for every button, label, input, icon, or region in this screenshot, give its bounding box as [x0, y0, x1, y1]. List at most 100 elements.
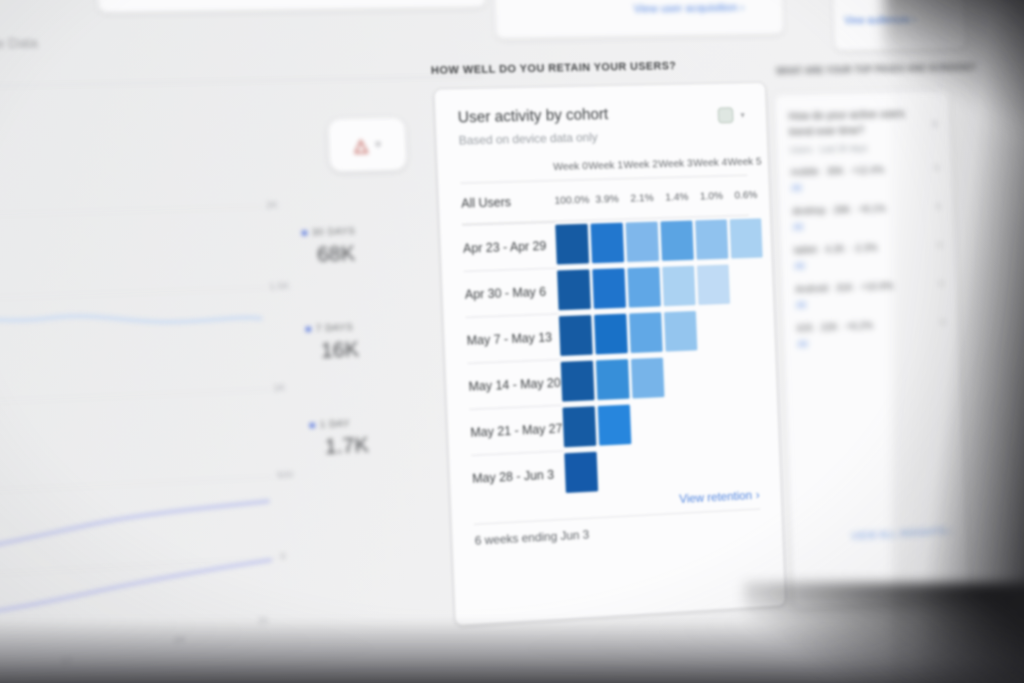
active-users-metric: 1 DAY 1.7K — [309, 415, 432, 461]
cohort-row-label: Apr 23 - Apr 29 — [462, 221, 557, 271]
cohort-cell — [629, 312, 662, 353]
card-share-menu[interactable]: ▾ — [718, 107, 745, 123]
cohort-cell — [627, 267, 660, 308]
cohort-cells — [562, 405, 630, 448]
cohort-cell — [626, 222, 659, 263]
active-users-metric: 30 DAYS 68K — [302, 224, 425, 268]
monitor-top-right-shadow — [884, 0, 1024, 150]
insight-label: tablet · 4.2K · -2.3% — [794, 243, 878, 257]
y-axis-tick: 0 — [280, 551, 286, 562]
link-arrow-icon: › — [755, 488, 759, 502]
active-users-panel: All Web Site Data Last 7 days △ ▾ 2K1.5K… — [0, 25, 447, 683]
week-header-cell: Week 3 — [658, 157, 693, 170]
cohort-cells — [564, 452, 597, 493]
cohort-cell — [730, 218, 763, 258]
chevron-down-icon: ▾ — [375, 139, 381, 150]
all-users-value: 100.0% — [554, 194, 590, 207]
cohort-row-label: May 21 - May 27 — [469, 404, 564, 455]
legend-dot-icon — [310, 423, 315, 428]
chevron-down-icon: ▾ — [740, 109, 745, 120]
cohort-section: HOW WELL DO YOU RETAIN YOUR USERS? User … — [419, 19, 797, 683]
monitor-bottom-right-shadow — [744, 583, 1024, 683]
metric-value: 16K — [320, 335, 428, 363]
y-axis-tick: 1K — [273, 383, 285, 395]
all-users-value: 2.1% — [624, 192, 659, 205]
cohort-card: User activity by cohort Based on device … — [434, 82, 786, 626]
cohort-row-label: May 28 - Jun 3 — [471, 450, 566, 501]
cohort-cell — [598, 405, 631, 446]
cohort-row-label: Apr 30 - May 6 — [464, 267, 559, 317]
cohort-cell — [664, 311, 697, 352]
metric-label-row: 1 DAY — [309, 415, 431, 432]
cohort-footer: 6 weeks ending Jun 3 — [474, 518, 761, 548]
metric-label-row: 30 DAYS — [302, 224, 424, 239]
cohort-table: Week 0 Week 1 Week 2 Week 3 Week 4 Week 5 All… — [460, 156, 761, 548]
cohort-cell — [561, 361, 594, 402]
all-users-value: 0.6% — [729, 189, 764, 202]
cohort-cell — [555, 224, 588, 265]
cohort-cell — [559, 315, 592, 356]
metric-label: 30 DAYS — [312, 226, 356, 238]
week-header-row: Week 0 Week 1 Week 2 Week 3 Week 4 Week 5 — [460, 156, 747, 176]
card-boundary-line — [0, 76, 481, 88]
insight-label: mobile · 35K · +12.4% — [791, 165, 885, 178]
cohort-row-label: May 14 - May 20 — [468, 358, 563, 409]
cohort-cell — [596, 359, 629, 400]
insight-icon — [718, 107, 734, 123]
cohort-cell — [660, 220, 693, 260]
insight-label: desktop · 28K · +8.1% — [792, 204, 886, 218]
y-axis-tick: 500 — [277, 470, 294, 482]
cohort-cells — [557, 265, 730, 311]
cohort-cells — [559, 311, 697, 356]
cohort-card-title: User activity by cohort — [458, 103, 745, 127]
metric-label: 1 DAY — [320, 418, 351, 430]
week-header-cell: Week 0 — [553, 160, 589, 173]
insight-label: iOS · 22K · +6.2% — [797, 321, 874, 335]
cohort-cell — [697, 265, 730, 305]
week-header-cell: Week 1 — [588, 159, 624, 172]
y-axis-tick: 2K — [266, 200, 278, 212]
insight-label: Android · 31K · +10.9% — [795, 281, 893, 295]
view-user-acquisition-link[interactable]: View user acquisition › — [633, 2, 744, 15]
all-users-label: All Users — [461, 194, 555, 211]
all-users-value: 3.9% — [589, 193, 625, 206]
property-label: All Web Site Data — [0, 35, 38, 52]
monitor-photo: View user acquisition › View audiences ›… — [0, 0, 1024, 683]
cohort-card-subtitle: Based on device data only — [458, 127, 745, 148]
cohort-cell — [562, 406, 595, 447]
cohort-cell — [590, 223, 623, 264]
cohort-heatmap: Apr 23 - Apr 29 Apr 30 - May 6 May 7 - May… — [462, 216, 759, 501]
top-left-card — [93, 0, 486, 13]
week-header-cell: Week 4 — [693, 156, 728, 169]
cohort-cell — [592, 268, 625, 309]
cohort-cell — [662, 266, 695, 307]
divider — [460, 175, 747, 184]
sparkline-lines — [0, 200, 283, 683]
link-arrow-icon: › — [740, 2, 744, 14]
analytics-screen: View user acquisition › View audiences ›… — [0, 0, 1024, 683]
y-axis-tick: 1.5K — [269, 281, 289, 293]
legend-dot-icon — [306, 327, 311, 332]
cohort-cell — [631, 358, 664, 399]
cohort-row-label: May 7 - May 13 — [466, 313, 561, 364]
cohort-cells — [561, 358, 664, 402]
cohort-cells — [555, 218, 762, 264]
metric-label: 7 DAYS — [316, 322, 354, 335]
metric-value: 68K — [317, 240, 425, 268]
alerts-button[interactable]: △ ▾ — [328, 118, 407, 172]
alert-triangle-icon: △ — [354, 136, 368, 153]
retention-section-header: HOW WELL DO YOU RETAIN YOUR USERS? — [431, 60, 677, 77]
cohort-cell — [564, 452, 597, 493]
cohort-cell — [695, 219, 728, 259]
legend-dot-icon — [302, 230, 307, 235]
active-users-metric: 7 DAYS 16K — [306, 319, 429, 364]
week-header-cell: Week 5 — [727, 156, 762, 169]
metric-label-row: 7 DAYS — [306, 319, 428, 335]
trend-chart: 2K1.5K1K5000 172431 — [0, 199, 324, 683]
cohort-cell — [594, 314, 627, 355]
all-users-row: All Users 100.0% 3.9% 2.1% 1.4% 1.0% 0.6% — [461, 182, 749, 216]
week-header-cell: Week 2 — [623, 158, 658, 171]
all-users-value: 1.0% — [694, 190, 729, 203]
metric-value: 1.7K — [324, 431, 432, 460]
cohort-cell — [557, 269, 590, 310]
